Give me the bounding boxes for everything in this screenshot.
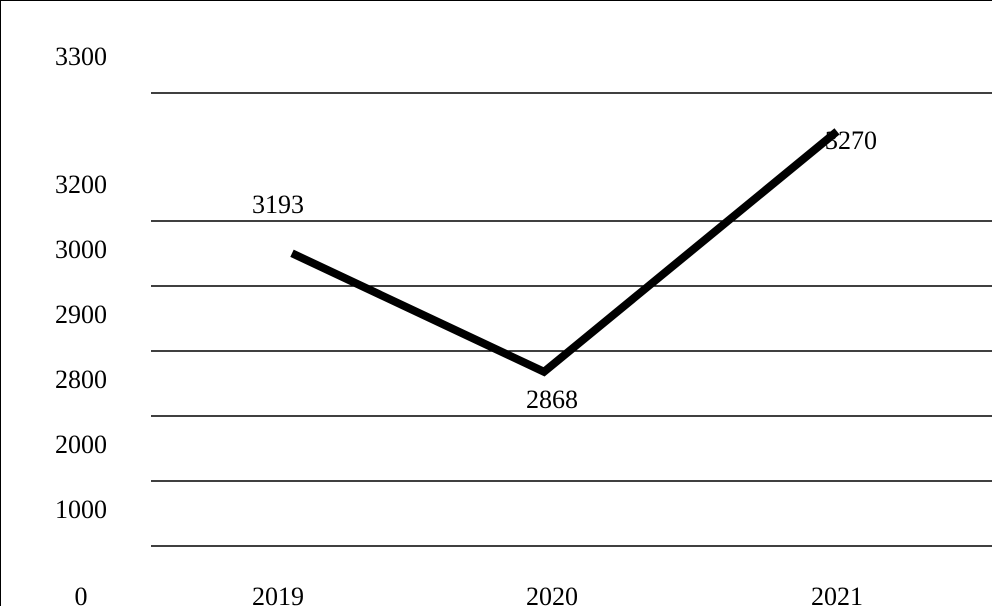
x-tick-label: 2021 bbox=[811, 582, 863, 607]
data-labels: 3193 2868 3270 bbox=[252, 126, 877, 414]
y-tick-label: 2800 bbox=[55, 365, 107, 394]
data-label: 3270 bbox=[825, 126, 877, 155]
y-axis-ticks: 0 1000 2000 2800 2900 3000 3200 3300 bbox=[55, 42, 107, 607]
x-tick-label: 2019 bbox=[252, 582, 304, 607]
data-label: 2868 bbox=[526, 385, 578, 414]
y-tick-label: 3200 bbox=[55, 170, 107, 199]
series-line bbox=[292, 131, 837, 371]
x-tick-label: 2020 bbox=[526, 582, 578, 607]
gridlines bbox=[151, 93, 992, 546]
x-axis-ticks: 2019 2020 2021 bbox=[252, 582, 863, 607]
y-tick-label: 0 bbox=[75, 582, 88, 607]
y-tick-label: 3000 bbox=[55, 235, 107, 264]
y-tick-label: 2000 bbox=[55, 430, 107, 459]
y-tick-label: 2900 bbox=[55, 300, 107, 329]
series-line-group bbox=[292, 131, 837, 372]
data-label: 3193 bbox=[252, 190, 304, 219]
y-tick-label: 3300 bbox=[55, 42, 107, 71]
y-tick-label: 1000 bbox=[55, 495, 107, 524]
